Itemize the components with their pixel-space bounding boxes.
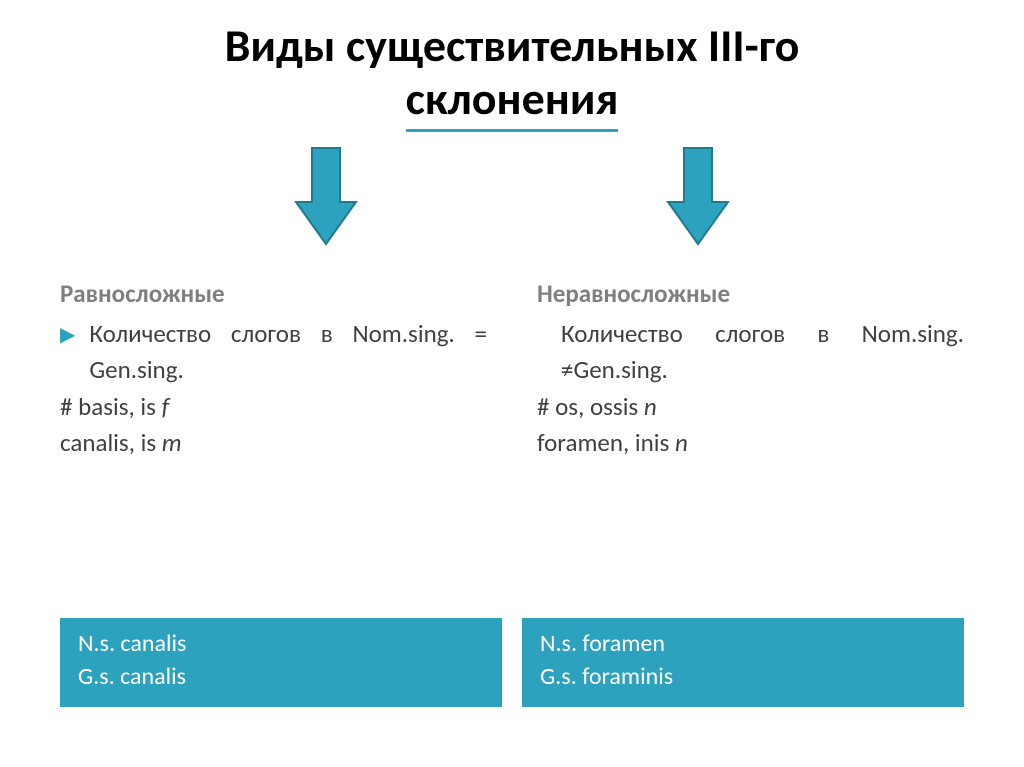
right-line-2: # os, ossis n xyxy=(537,389,964,425)
box-left: N.s. canalis G.s. canalis xyxy=(60,618,502,707)
left-line-2-it: f xyxy=(162,391,170,422)
left-bullet-text: Количество слогов в Nom.sing. = Gen.sing… xyxy=(85,316,487,389)
box-left-line-2: G.s. canalis xyxy=(78,661,484,693)
arrow-down-left xyxy=(294,146,358,246)
right-heading: Неравносложные xyxy=(537,276,964,312)
right-line-3: foramen, inis n xyxy=(537,425,964,461)
left-line-2-pre: # basis, is xyxy=(60,391,162,422)
box-right: N.s. foramen G.s. foraminis xyxy=(522,618,964,707)
arrows-row xyxy=(60,146,964,246)
title-line-1: Виды существительных III-го xyxy=(225,18,800,74)
right-line-2-pre: # os, ossis xyxy=(537,391,644,422)
right-body: Количество слогов в Nom.sing. ≠Gen.sing. xyxy=(537,316,964,389)
left-line-2: # basis, is f xyxy=(60,389,487,425)
content-columns: Равносложные ▶ Количество слогов в Nom.s… xyxy=(60,276,964,461)
example-boxes: N.s. canalis G.s. canalis N.s. foramen G… xyxy=(60,618,964,707)
bullet-icon: ▶ xyxy=(60,316,75,389)
left-heading: Равносложные xyxy=(60,276,487,312)
left-line-3: canalis, is m xyxy=(60,425,487,461)
right-column: Неравносложные Количество слогов в Nom.s… xyxy=(537,276,964,461)
right-line-3-it: n xyxy=(675,427,688,458)
left-column: Равносложные ▶ Количество слогов в Nom.s… xyxy=(60,276,487,461)
slide-title: Виды существительных III-го склонения xyxy=(60,20,964,126)
left-line-3-pre: canalis, is xyxy=(60,427,162,458)
left-line-3-it: m xyxy=(162,427,182,458)
arrow-down-right xyxy=(666,146,730,246)
left-bullet-row: ▶ Количество слогов в Nom.sing. = Gen.si… xyxy=(60,316,487,389)
right-line-2-it: n xyxy=(644,391,657,422)
box-left-line-1: N.s. canalis xyxy=(78,628,484,660)
right-line-3-pre: foramen, inis xyxy=(537,427,675,458)
box-right-line-2: G.s. foraminis xyxy=(540,661,946,693)
box-right-line-1: N.s. foramen xyxy=(540,628,946,660)
title-line-2: склонения xyxy=(406,71,619,132)
